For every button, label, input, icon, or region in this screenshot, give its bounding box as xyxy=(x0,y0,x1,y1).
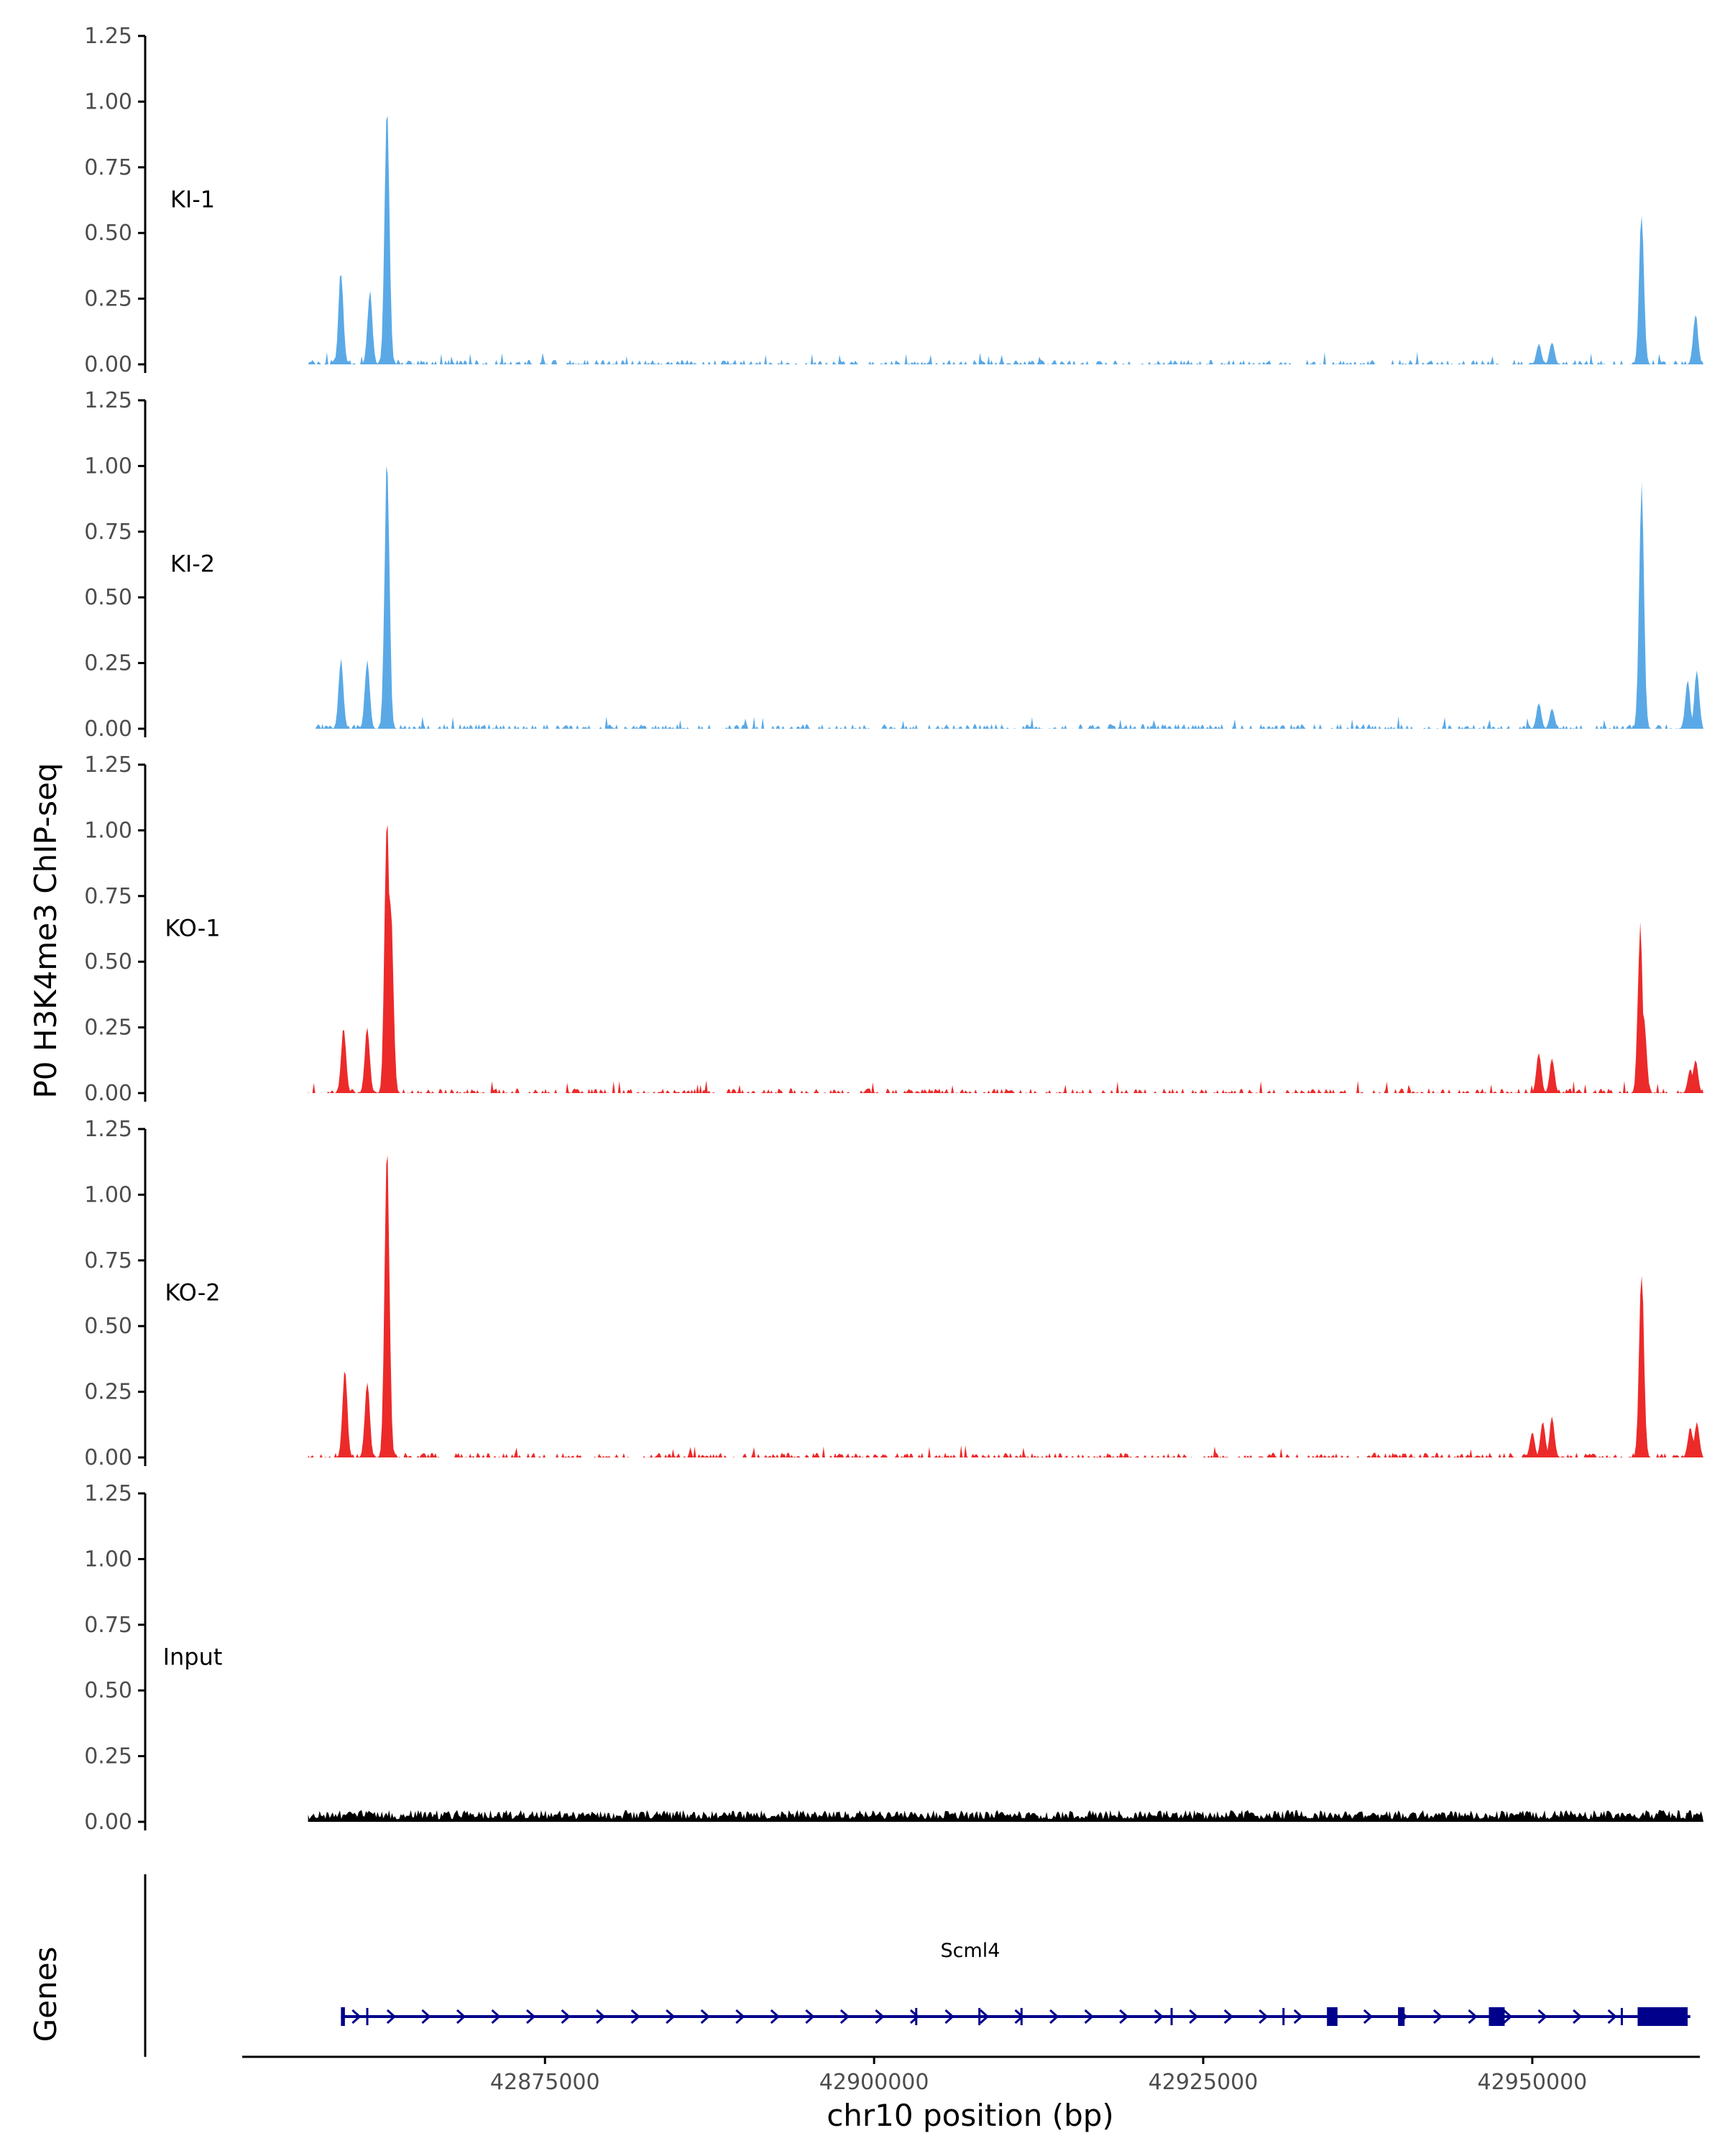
y-tick-label: 0.50 xyxy=(84,949,132,975)
y-tick-label: 0.25 xyxy=(84,1015,132,1041)
gene-track: Scml4 xyxy=(144,1874,1690,2057)
y-tick-label: 0.75 xyxy=(84,1248,132,1273)
y-tick-label: 1.25 xyxy=(84,24,132,49)
y-tick-label: 0.25 xyxy=(84,1744,132,1769)
signal-area xyxy=(308,1810,1704,1822)
y-tick-label: 0.50 xyxy=(84,585,132,610)
signal-area xyxy=(308,1155,1704,1457)
track-label: Input xyxy=(163,1644,223,1671)
y-tick-label: 0.00 xyxy=(84,352,132,377)
strand-arrow xyxy=(1084,2009,1094,2024)
strand-arrow xyxy=(1223,2009,1233,2024)
strand-arrow xyxy=(875,2009,885,2024)
x-axis: 42875000 42900000 42925000 42950000 xyxy=(242,2055,1700,2095)
y-tick-label: 0.75 xyxy=(84,520,132,545)
strand-arrow xyxy=(421,2009,431,2024)
strand-arrow xyxy=(1607,2009,1617,2024)
exon-block xyxy=(1637,2007,1688,2026)
strand-arrow xyxy=(666,2009,676,2024)
y-tick-label: 0.75 xyxy=(84,155,132,180)
strand-arrow xyxy=(1468,2009,1478,2024)
strand-arrow xyxy=(944,2009,954,2024)
x-tick-label: 42950000 xyxy=(1478,2070,1588,2095)
y-axis-title: P0 H3K4me3 ChIP-seq xyxy=(28,763,63,1098)
x-axis-title: chr10 position (bp) xyxy=(827,2098,1114,2133)
y-tick-label: 1.00 xyxy=(84,1182,132,1207)
exon-block xyxy=(1398,2007,1405,2026)
gene-name-label: Scml4 xyxy=(941,1940,1000,1962)
strand-arrow xyxy=(1189,2009,1199,2024)
signal-area xyxy=(308,466,1704,729)
chip-tracks: 0.00 0.25 0.50 0.75 1.00 1.25 KI-1 0.00 0.25 0.50… xyxy=(84,24,1704,1835)
strand-arrow xyxy=(770,2009,781,2024)
track-ki-1: 0.00 0.25 0.50 0.75 1.00 1.25 KI-1 xyxy=(84,24,1704,377)
y-tick-label: 0.00 xyxy=(84,1081,132,1106)
strand-arrow xyxy=(909,2009,920,2024)
y-tick-label: 1.25 xyxy=(84,1481,132,1506)
track-ki-2: 0.00 0.25 0.50 0.75 1.00 1.25 KI-2 xyxy=(84,388,1704,742)
y-tick-label: 0.00 xyxy=(84,1810,132,1835)
strand-arrow xyxy=(491,2009,501,2024)
y-tick-label: 0.50 xyxy=(84,1678,132,1703)
strand-arrow xyxy=(979,2009,990,2024)
strand-arrow xyxy=(1293,2009,1304,2024)
x-tick-label: 42900000 xyxy=(819,2070,929,2095)
y-tick-label: 0.50 xyxy=(84,1314,132,1339)
y-tick-label: 1.00 xyxy=(84,453,132,479)
y-tick-label: 1.00 xyxy=(84,89,132,114)
y-tick-label: 0.25 xyxy=(84,651,132,676)
strand-arrow xyxy=(596,2009,606,2024)
track-label: KO-2 xyxy=(165,1279,220,1307)
strand-arrow xyxy=(351,2009,362,2024)
y-tick-label: 0.00 xyxy=(84,717,132,742)
track-ko-1: 0.00 0.25 0.50 0.75 1.00 1.25 KO-1 xyxy=(84,752,1704,1106)
y-tick-label: 0.25 xyxy=(84,287,132,312)
y-tick-label: 0.75 xyxy=(84,1613,132,1638)
strand-arrow xyxy=(526,2009,536,2024)
y-tick-label: 0.25 xyxy=(84,1380,132,1405)
strand-arrow xyxy=(561,2009,571,2024)
strand-arrow xyxy=(456,2009,466,2024)
strand-arrow xyxy=(805,2009,815,2024)
strand-arrow xyxy=(1503,2009,1513,2024)
strand-arrow xyxy=(630,2009,640,2024)
strand-arrow xyxy=(1119,2009,1129,2024)
y-tick-label: 0.00 xyxy=(84,1445,132,1470)
track-input: 0.00 0.25 0.50 0.75 1.00 1.25 Input xyxy=(84,1481,1704,1835)
y-tick-label: 1.00 xyxy=(84,818,132,843)
exon-block xyxy=(1327,2007,1338,2026)
exon-block xyxy=(341,2007,345,2026)
genes-axis-title: Genes xyxy=(28,1947,63,2042)
strand-arrow xyxy=(1573,2009,1583,2024)
strand-arrow xyxy=(1363,2009,1374,2024)
y-tick-label: 1.00 xyxy=(84,1547,132,1572)
strand-arrow xyxy=(840,2009,850,2024)
strand-arrow xyxy=(700,2009,710,2024)
track-label: KO-1 xyxy=(165,915,220,942)
signal-area xyxy=(308,824,1704,1093)
y-tick-label: 1.25 xyxy=(84,752,132,778)
track-ko-2: 0.00 0.25 0.50 0.75 1.00 1.25 KO-2 xyxy=(84,1117,1704,1470)
y-tick-label: 0.50 xyxy=(84,221,132,246)
exon-block xyxy=(1489,2007,1505,2026)
strand-arrow xyxy=(735,2009,745,2024)
y-tick-label: 1.25 xyxy=(84,388,132,413)
y-tick-label: 1.25 xyxy=(84,1117,132,1142)
x-tick-label: 42875000 xyxy=(490,2070,600,2095)
track-label: KI-1 xyxy=(170,186,215,213)
strand-arrow xyxy=(1432,2009,1443,2024)
x-tick-label: 42925000 xyxy=(1149,2070,1259,2095)
strand-arrow xyxy=(386,2009,397,2024)
track-label: KI-2 xyxy=(170,550,215,578)
strand-arrow xyxy=(1537,2009,1547,2024)
strand-arrow xyxy=(1049,2009,1059,2024)
y-tick-label: 0.75 xyxy=(84,884,132,909)
signal-area xyxy=(308,116,1704,365)
strand-arrow xyxy=(1154,2009,1164,2024)
strand-arrow xyxy=(1259,2009,1269,2024)
